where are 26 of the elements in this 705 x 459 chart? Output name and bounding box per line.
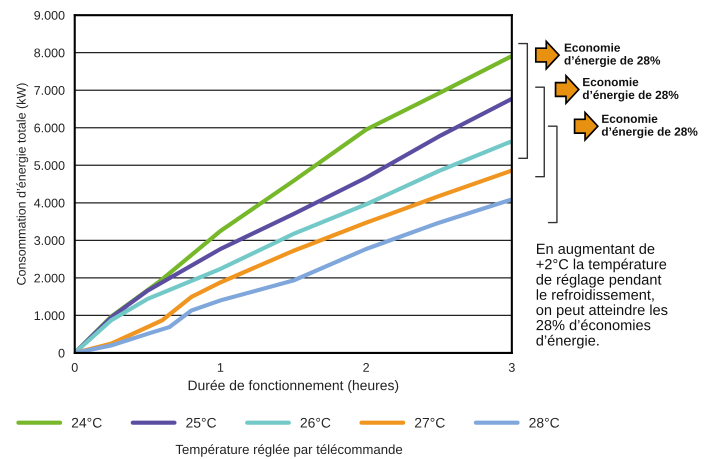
- text: Economie d’énergie de 28%: [564, 43, 660, 68]
- x-tick-label: 0: [72, 363, 78, 372]
- text: En augmentant de +2°C la température de réglage pendant le refroidissement, on peut atteindre les 28% d’économies d’énergie.: [536, 243, 668, 349]
- legend-label: 24°C: [72, 418, 102, 428]
- y-tick-label: 4.000: [34, 198, 65, 208]
- legend-label: 27°C: [414, 418, 445, 428]
- y-tick-label: 6.000: [34, 124, 65, 132]
- y-tick-label: 2.000: [34, 274, 65, 283]
- y-tick-label: 9.000: [34, 10, 65, 20]
- x-tick-label: 1: [218, 363, 224, 372]
- legend-label: 25°C: [186, 418, 216, 428]
- x-tick-label: 3: [508, 363, 515, 372]
- text: Economie d’énergie de 28%: [582, 78, 678, 102]
- y-tick-label: 8.000: [34, 48, 65, 58]
- legend-label: 28°C: [529, 418, 560, 428]
- legend-label: 26°C: [300, 418, 330, 428]
- y-tick-label: 7.000: [34, 86, 65, 95]
- x-tick-label: 2: [363, 363, 369, 372]
- text: Economie d’énergie de 28%: [602, 114, 698, 138]
- legend-title: Température réglée par télécommande: [176, 444, 402, 457]
- y-tick-label: 1.000: [34, 311, 65, 320]
- y-tick-label: 3.000: [34, 236, 65, 246]
- y-tick-label: 5.000: [34, 161, 65, 170]
- x-axis-title: Durée de fonctionnement (heures): [188, 380, 398, 393]
- y-axis-title: Consommation d’énergie totale (kW): [16, 83, 28, 285]
- y-tick-label: 0: [58, 348, 65, 358]
